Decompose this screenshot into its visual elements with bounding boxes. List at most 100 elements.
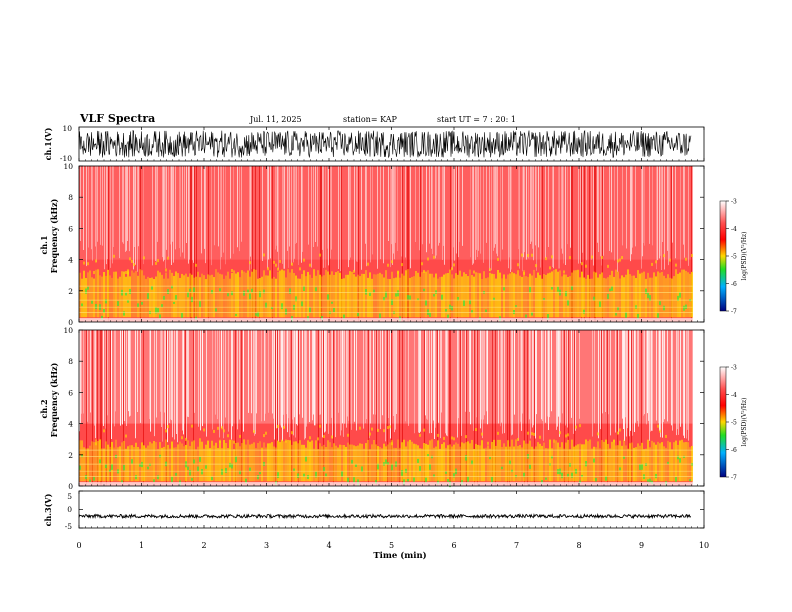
spectrogram-band-cell: [97, 441, 99, 482]
spectrogram-band-cell: [585, 461, 587, 467]
spectrogram-band-cell: [347, 477, 349, 483]
spectrogram-band-cell: [141, 461, 143, 468]
spectrogram-band-cell: [341, 278, 343, 318]
spectrogram-band-cell: [573, 270, 575, 318]
spectrogram-band-cell: [491, 476, 493, 483]
spectrogram-band-cell: [421, 262, 423, 266]
spectrogram-band-cell: [527, 276, 529, 318]
spectrogram-band-cell: [175, 295, 177, 300]
spectrogram-band-cell: [679, 458, 681, 463]
spectrogram-band-cell: [317, 449, 319, 482]
spectrogram-band-cell: [367, 262, 369, 266]
spectrogram-band-cell: [239, 277, 241, 318]
spectrogram-band-cell: [81, 440, 83, 482]
spectrogram-band-cell: [499, 272, 501, 318]
spectrogram-band-cell: [449, 444, 451, 482]
spectrogram-band-cell: [525, 314, 527, 318]
spectrogram-band-cell: [99, 459, 101, 464]
spectrogram-band-cell: [337, 271, 339, 318]
spectrogram-band-cell: [309, 436, 311, 440]
spectrogram-band-cell: [579, 277, 581, 318]
spectrogram-band-cell: [543, 274, 545, 318]
spectrogram-band-cell: [421, 448, 423, 482]
y-tick-label: 0: [68, 318, 73, 327]
colorbar-tick-label: -5: [731, 254, 737, 261]
spectrogram-band-cell: [185, 273, 187, 318]
spectrogram-band-cell: [461, 442, 463, 482]
spectrogram-band-cell: [331, 271, 333, 318]
x-tick-label: 5: [389, 541, 394, 550]
spectrogram-band-cell: [187, 292, 189, 298]
spectrogram-band-cell: [579, 443, 581, 482]
spectrogram-band-cell: [149, 278, 151, 318]
spectrogram-band-cell: [663, 254, 665, 258]
spectrogram-band-cell: [655, 444, 657, 482]
spectrogram-band-cell: [541, 480, 543, 484]
spectrogram-band-cell: [407, 478, 409, 482]
spectrogram-band-cell: [159, 272, 161, 318]
spectrogram-band-cell: [131, 270, 133, 318]
y-tick-label: 0: [68, 482, 73, 491]
spectrogram-band-cell: [453, 444, 455, 482]
spectrogram-band-cell: [323, 275, 325, 318]
spectrogram-band-cell: [629, 443, 631, 482]
spectrogram-band-cell: [231, 440, 233, 482]
spectrogram-band-cell: [395, 293, 397, 297]
spectrogram-band-cell: [551, 448, 553, 482]
spectrogram-band-cell: [167, 256, 169, 260]
spectrogram-band-cell: [575, 425, 577, 429]
spectrogram-band-cell: [439, 448, 441, 482]
spectrogram-band-cell: [93, 476, 95, 481]
spectrogram-band-cell: [619, 428, 621, 432]
spectrogram-band-cell: [677, 273, 679, 318]
spectrogram-band-cell: [543, 442, 545, 482]
spectrogram-band-cell: [89, 270, 91, 318]
spectrogram-band-cell: [489, 457, 491, 460]
spectrogram-band-cell: [143, 256, 145, 260]
spectrogram-band-cell: [481, 440, 483, 482]
x-tick-label: 8: [576, 541, 581, 550]
spectrogram-band-cell: [213, 429, 215, 433]
spectrogram-band-cell: [297, 473, 299, 478]
spectrogram-band-cell: [477, 272, 479, 318]
spectrogram-band-cell: [87, 262, 89, 266]
spectrogram-band-cell: [187, 440, 189, 482]
spectrogram-band-cell: [219, 288, 221, 292]
spectrogram-band-cell: [115, 271, 117, 318]
spectrogram-band-cell: [127, 300, 129, 303]
spectrogram-band-cell: [251, 443, 253, 482]
spectrogram-band-cell: [485, 278, 487, 318]
spectrogram-band-cell: [637, 270, 639, 318]
spectrogram-band-cell: [527, 431, 529, 435]
spectrogram-band-cell: [547, 314, 549, 320]
spectrogram-band-cell: [597, 432, 599, 436]
spectrogram-band-cell: [313, 269, 315, 318]
x-tick-label: 3: [264, 541, 269, 550]
spectrogram-band-cell: [89, 445, 91, 482]
spectrogram-band-cell: [631, 275, 633, 318]
spectrogram-band-cell: [429, 464, 431, 470]
spectrogram-band-cell: [689, 273, 691, 318]
spectrogram-band-cell: [413, 443, 415, 482]
spectrogram-band-cell: [85, 278, 87, 318]
spectrogram-band-cell: [365, 443, 367, 482]
spectrogram-band-cell: [179, 441, 181, 482]
spectrogram-band-cell: [423, 428, 425, 432]
spectrogram-band-cell: [427, 444, 429, 482]
spectrogram-band-cell: [327, 440, 329, 482]
spectrogram-band-cell: [545, 274, 547, 318]
y-tick-label: 4: [68, 256, 73, 265]
spectrogram-band-cell: [157, 270, 159, 318]
spectrogram-band-cell: [561, 472, 563, 479]
spectrogram-band-cell: [189, 273, 191, 318]
spectrogram-band-cell: [157, 308, 159, 313]
spectrogram-band-cell: [203, 275, 205, 318]
station-label: station= KAP: [343, 115, 398, 124]
spectrogram-band-cell: [131, 459, 133, 464]
spectrogram-band-cell: [211, 440, 213, 482]
spectrogram-band-cell: [265, 275, 267, 318]
spectrogram-band-cell: [191, 424, 193, 428]
spectrogram-band-cell: [675, 269, 677, 318]
spectrogram-band-cell: [515, 305, 517, 308]
spectrogram-band-cell: [509, 460, 511, 465]
